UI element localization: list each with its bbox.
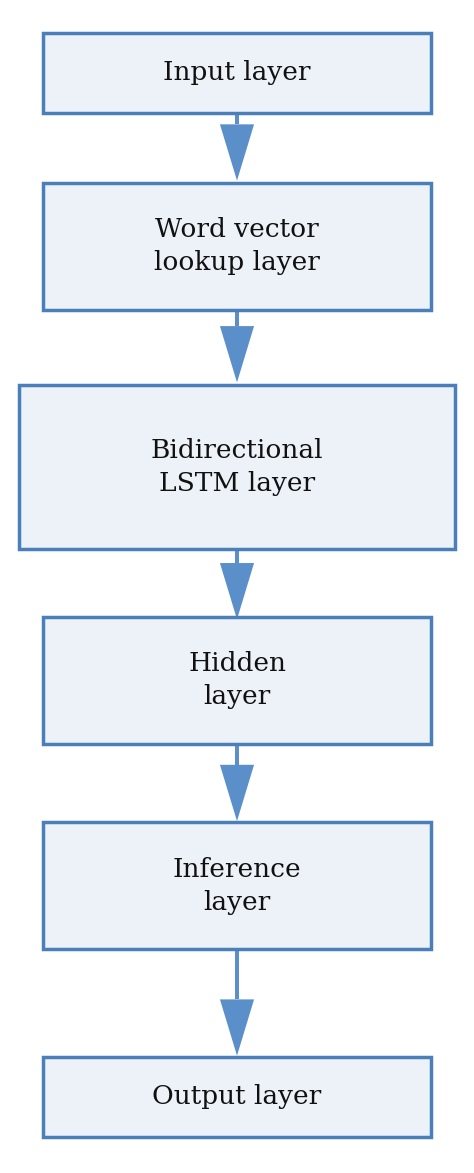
Text: Bidirectional
LSTM layer: Bidirectional LSTM layer — [151, 438, 323, 496]
Text: Input layer: Input layer — [163, 60, 311, 86]
Bar — [43, 183, 431, 310]
Bar — [43, 822, 431, 949]
Polygon shape — [220, 124, 254, 181]
Polygon shape — [220, 326, 254, 382]
Bar — [235, 114, 239, 124]
Bar — [43, 617, 431, 744]
Text: Inference
layer: Inference layer — [173, 856, 301, 915]
Bar — [235, 744, 239, 765]
Text: Word vector
lookup layer: Word vector lookup layer — [154, 217, 320, 276]
Bar — [235, 940, 239, 999]
Text: Hidden
layer: Hidden layer — [188, 651, 286, 710]
Polygon shape — [220, 765, 254, 821]
Bar — [43, 1057, 431, 1137]
Bar — [19, 385, 455, 549]
Bar — [235, 310, 239, 326]
Polygon shape — [220, 563, 254, 619]
Polygon shape — [220, 999, 254, 1056]
Bar — [235, 551, 239, 563]
Bar — [43, 33, 431, 113]
Text: Output layer: Output layer — [152, 1084, 322, 1110]
